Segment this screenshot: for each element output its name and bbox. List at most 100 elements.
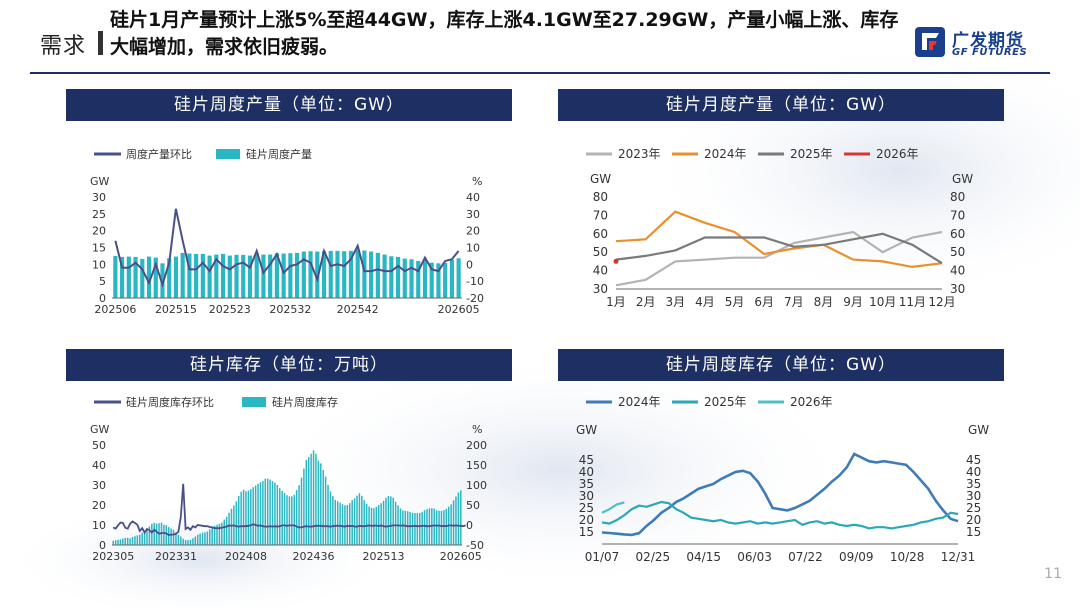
bar — [146, 256, 152, 298]
y2-tick-label: 40 — [966, 465, 981, 479]
y-tick-label: 80 — [593, 190, 608, 204]
bar — [184, 540, 187, 545]
y-tick-label: 10 — [92, 258, 106, 271]
legend-label: 2026年 — [790, 395, 833, 409]
legend-label: 2023年 — [618, 147, 661, 161]
bar — [402, 258, 407, 298]
bar — [409, 512, 411, 545]
bar — [449, 259, 454, 298]
legend-bar-swatch — [242, 397, 266, 407]
bar — [295, 252, 300, 298]
y-tick-label: 0 — [99, 292, 106, 305]
gf-logo-mark-icon — [915, 27, 945, 57]
bar — [382, 254, 387, 298]
bar — [271, 481, 274, 545]
bar — [257, 483, 259, 545]
bar — [435, 510, 438, 545]
bar — [395, 256, 401, 298]
y-tick-label: 10 — [92, 519, 106, 532]
x-tick-label: 2月 — [636, 295, 656, 309]
bar — [129, 538, 131, 545]
bar — [349, 503, 351, 545]
bar — [225, 516, 228, 545]
y2-tick-label: 20 — [466, 225, 480, 238]
bar — [165, 525, 168, 545]
bar — [117, 539, 119, 545]
bar — [293, 494, 295, 545]
left-axis-unit: GW — [90, 175, 110, 188]
bar — [207, 255, 212, 298]
bar — [141, 532, 143, 545]
bar — [131, 537, 134, 545]
x-tick-label: 202305 — [92, 550, 134, 563]
bar — [266, 478, 269, 545]
x-tick-label: 04/15 — [686, 550, 721, 564]
y2-tick-label: 30 — [950, 282, 965, 296]
bar — [460, 490, 462, 545]
bar — [414, 513, 416, 545]
x-tick-label: 10/28 — [890, 550, 925, 564]
logo-text-cn: 广发期货 — [952, 31, 1024, 51]
y-tick-label: 20 — [92, 499, 106, 512]
legend-label: 周度产量环比 — [126, 147, 192, 161]
x-tick-label: 02/25 — [636, 550, 671, 564]
left-axis-unit: GW — [576, 423, 597, 437]
x-tick-label: 6月 — [754, 295, 774, 309]
bar — [240, 491, 242, 545]
bar — [295, 490, 298, 545]
series-line — [601, 452, 959, 537]
bar — [204, 532, 206, 545]
bar — [336, 501, 339, 545]
bar — [140, 258, 145, 298]
bar — [361, 495, 363, 545]
bar — [375, 252, 380, 298]
left-axis-unit: GW — [590, 172, 611, 186]
bar — [288, 253, 293, 298]
bar — [124, 538, 127, 545]
bar — [308, 251, 313, 298]
series-line — [601, 501, 625, 514]
bar — [216, 524, 218, 545]
legend-label: 2024年 — [618, 395, 661, 409]
bar — [211, 527, 213, 545]
y-tick-label: 25 — [579, 501, 594, 515]
bar — [227, 255, 232, 298]
bar — [324, 476, 327, 545]
series-line — [615, 210, 943, 269]
y2-tick-label: 50 — [466, 499, 480, 512]
bar — [242, 489, 245, 545]
bar — [126, 256, 131, 298]
y2-tick-label: 200 — [466, 439, 487, 452]
bar — [143, 530, 146, 545]
y2-tick-label: 70 — [950, 208, 965, 222]
chart-title-weekly-output: 硅片周度产量（单位：GW） — [66, 89, 512, 121]
bar — [380, 503, 382, 545]
bar — [310, 453, 312, 545]
legend-label: 硅片周度库存 — [272, 395, 338, 409]
bar — [136, 535, 139, 545]
bar — [443, 510, 445, 545]
series-line — [615, 230, 943, 287]
chart-monthly-output: 2023年 2024年 2025年 2026年 GW GW 30 30 40 40 50 50 60 60… — [586, 147, 973, 309]
y-tick-label: 40 — [593, 264, 608, 278]
y2-tick-label: 0 — [466, 519, 473, 532]
legend-label: 硅片周度产量 — [246, 147, 312, 161]
bar — [189, 539, 192, 545]
legend-label: 2025年 — [790, 147, 833, 161]
series-line — [615, 232, 943, 265]
bar — [355, 249, 360, 298]
bar — [247, 255, 253, 298]
bar — [153, 257, 158, 298]
bar — [339, 502, 341, 545]
bar — [281, 491, 283, 545]
x-tick-label: 4月 — [695, 295, 715, 309]
bar — [402, 510, 404, 545]
bar — [172, 529, 175, 545]
bar — [322, 470, 324, 545]
bar — [283, 493, 286, 545]
x-tick-label: 8月 — [814, 295, 834, 309]
bar — [421, 511, 423, 545]
bar — [201, 532, 204, 545]
company-logo: 广发期货 GF FUTURES — [915, 24, 1045, 64]
bar — [234, 254, 239, 298]
